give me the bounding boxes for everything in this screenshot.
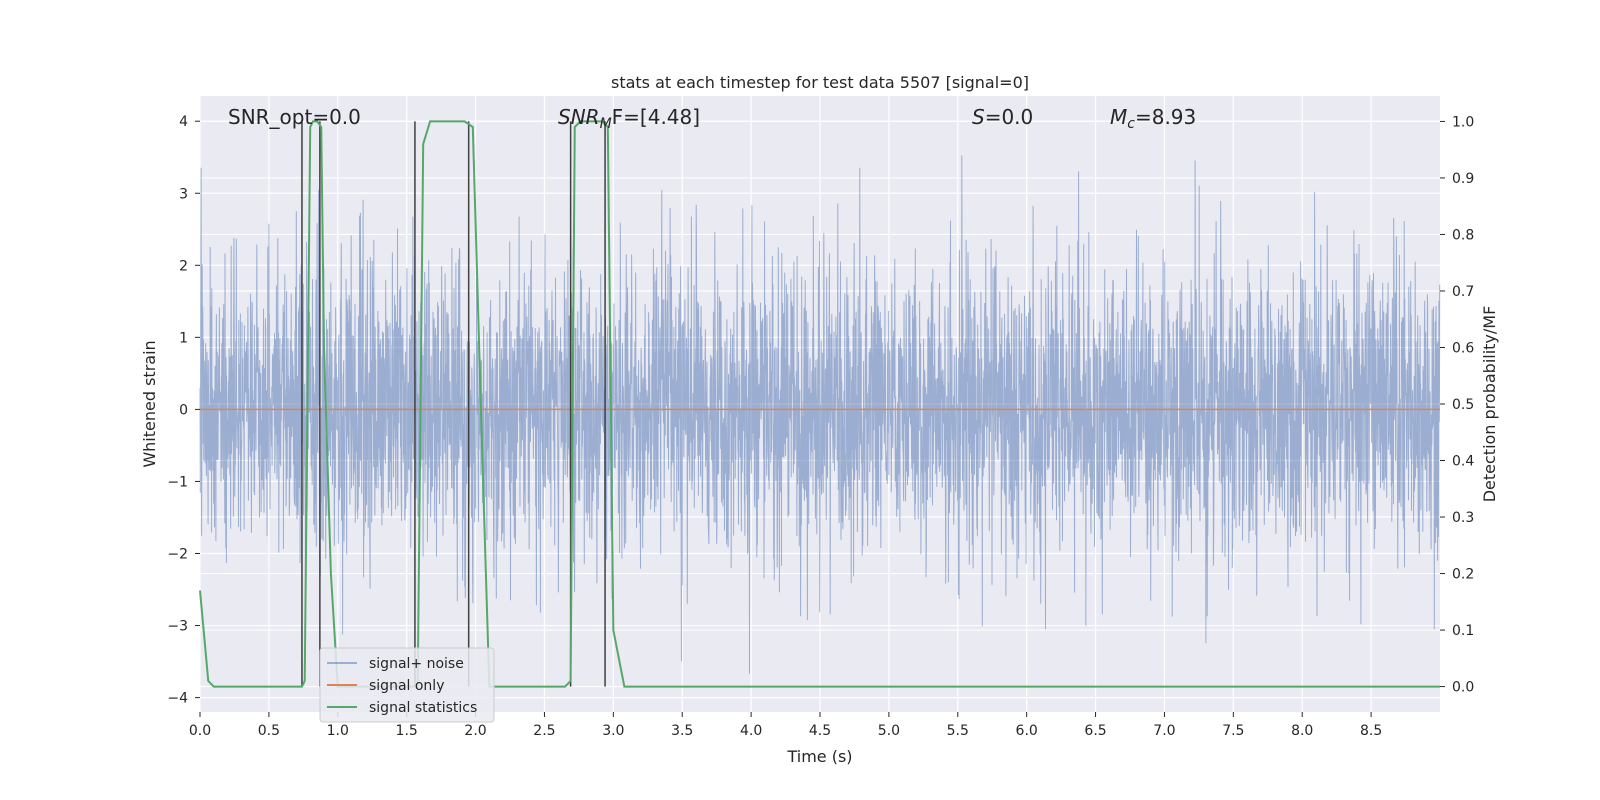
y2-axis-ticks: 0.0 0.1 0.2 0.3 0.4 0.5 0.6 0.7 0.8 0.9 1.0 [1440,114,1474,696]
x-axis-label: Time (s) [786,747,852,766]
x-tick-label: 8.5 [1360,723,1382,739]
x-tick-label: 0.0 [189,723,211,739]
y-axis-label: Whitened strain [140,340,159,467]
y2-tick-label: 0.7 [1452,284,1474,300]
y2-axis-label: Detection probability/MF [1480,306,1499,503]
y-tick-label: −3 [167,619,188,635]
x-tick-label: 6.0 [1016,723,1038,739]
signal-noise-line [199,155,1441,674]
x-tick-label: 2.5 [533,723,555,739]
legend-label-signal-noise: signal+ noise [369,656,464,672]
x-tick-label: 0.5 [258,723,280,739]
x-tick-label: 7.5 [1222,723,1244,739]
y-tick-label: −2 [167,546,188,562]
y2-tick-label: 0.4 [1452,454,1474,470]
noise-series [199,155,1441,674]
y2-tick-label: 1.0 [1452,114,1474,130]
x-tick-label: 3.0 [602,723,624,739]
y-tick-label: 0 [179,402,188,418]
signal-statistics-line [199,120,1440,688]
x-tick-label: 6.5 [1084,723,1106,739]
x-tick-label: 8.0 [1291,723,1313,739]
y-axis-ticks: −4 −3 −2 −1 0 1 2 3 4 [167,114,200,707]
legend-label-signal-statistics: signal statistics [369,700,477,716]
x-tick-label: 4.0 [740,723,762,739]
y-tick-label: −1 [167,474,188,490]
chart-title: stats at each timestep for test data 550… [611,73,1029,92]
x-tick-label: 5.5 [947,723,969,739]
y2-tick-label: 0.6 [1452,340,1474,356]
signal-statistics-series [199,120,1440,688]
y2-tick-label: 0.0 [1452,680,1474,696]
x-axis-ticks: 0.0 0.5 1.0 1.5 2.0 2.5 3.0 3.5 4.0 4.5 5.0 5.5 6.0 6… [189,712,1382,739]
legend-box [319,647,495,723]
y-tick-label: 1 [179,330,188,346]
y2-tick-label: 0.8 [1452,227,1474,243]
y-tick-label: 4 [179,114,188,130]
s-annotation: S=0.0 [972,105,1033,129]
x-tick-label: 7.0 [1153,723,1175,739]
x-tick-label: 4.5 [809,723,831,739]
x-tick-label: 1.0 [327,723,349,739]
snr-mf-annotation: SNRMF=[4.48] [558,105,700,132]
x-tick-label: 5.0 [878,723,900,739]
x-tick-label: 1.5 [396,723,418,739]
y-tick-label: 3 [179,186,188,202]
y2-tick-label: 0.9 [1452,171,1474,187]
y2-tick-label: 0.5 [1452,397,1474,413]
y-tick-label: −4 [167,691,188,707]
mc-annotation: Mc=8.93 [1110,105,1196,132]
y-tick-label: 2 [179,258,188,274]
legend-label-signal-only: signal only [369,678,444,694]
y2-tick-label: 0.3 [1452,510,1474,526]
x-tick-label: 3.5 [671,723,693,739]
vertical-markers [301,121,606,687]
x-tick-label: 2.0 [464,723,486,739]
y2-tick-label: 0.2 [1452,567,1474,583]
snr-opt-annotation: SNR_opt=0.0 [228,105,361,129]
y2-tick-label: 0.1 [1452,623,1474,639]
legend: signal+ noise signal only signal statist… [319,647,495,723]
